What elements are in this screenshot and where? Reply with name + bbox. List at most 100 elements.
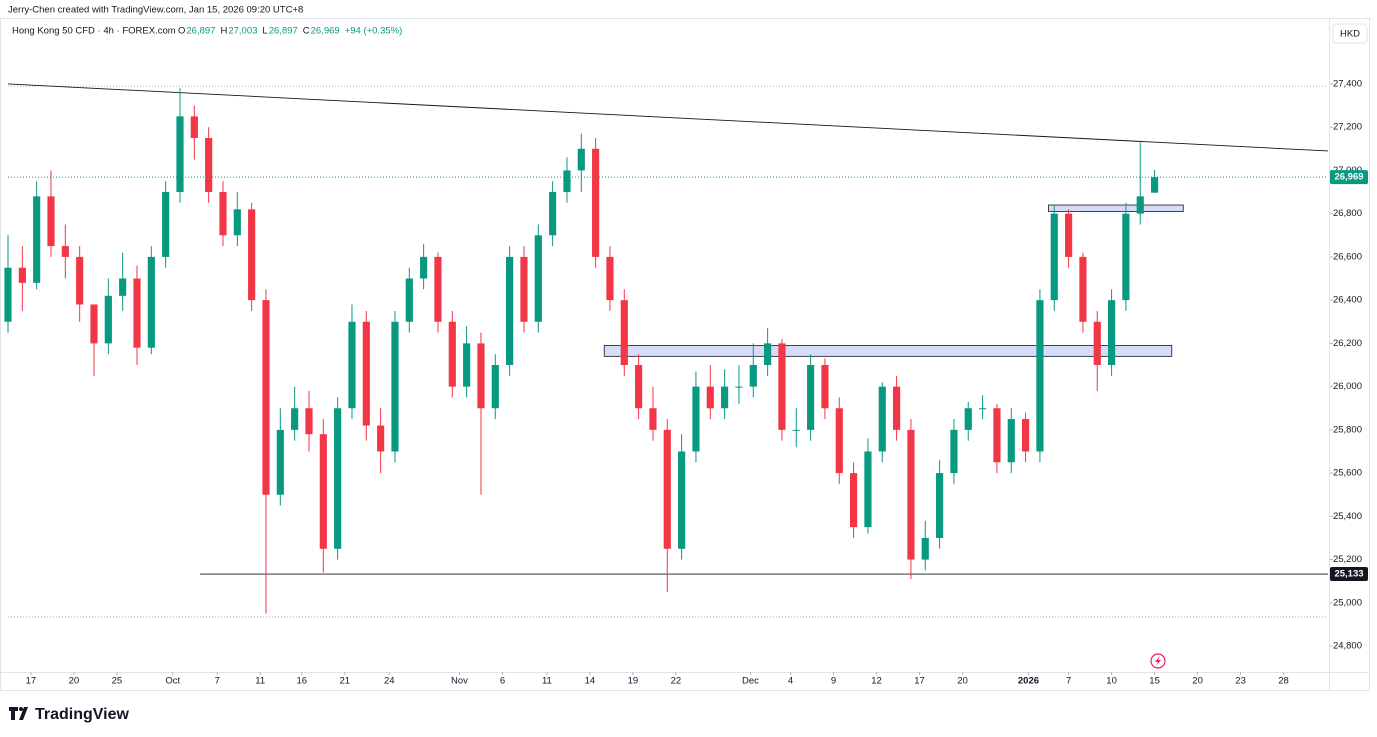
flash-bolt[interactable] [1155,656,1161,666]
x-tick-label: 28 [1278,676,1289,687]
candle-body [205,137,213,193]
x-tick-label: Oct [165,676,180,687]
x-tick-label: 17 [26,676,37,687]
x-tick-label: 2026 [1018,676,1039,687]
x-tick-label: 23 [1235,676,1246,687]
candle-body [47,196,55,247]
x-tick-label: 25 [112,676,123,687]
candle-body [936,473,944,538]
currency-button[interactable] [1332,23,1368,44]
candle-body [577,148,585,171]
support-label-box [1330,567,1368,582]
candle-body [506,256,514,365]
candle-body [735,386,743,388]
candle-body [606,256,614,301]
candle-body [1122,213,1130,301]
candle-body [147,256,155,348]
legend-key: O [178,26,185,37]
candle-body [434,256,442,322]
x-tick-label: 20 [1192,676,1203,687]
x-tick-label: 4 [788,676,793,687]
candle-body [850,473,858,528]
candle-body [1050,213,1058,301]
candle-body [362,321,370,426]
chart-frame [0,18,1370,691]
candle-body [692,386,700,452]
candle-body [61,246,69,257]
legend-key: L [262,26,267,37]
x-tick-label: 11 [542,676,552,687]
flash-circle[interactable] [1150,653,1166,669]
trend-line [7,83,1329,152]
x-tick-label: 10 [1106,676,1117,687]
flash-icon[interactable] [1150,653,1166,669]
support-label: 25,133 [1334,569,1363,580]
candle-body [133,278,141,348]
candle-body [706,386,714,409]
currency[interactable]: HKD [1340,29,1360,40]
x-tick-label: 14 [585,676,596,687]
y-tick-label: 26,800 [1333,208,1362,219]
candle-body [391,321,399,452]
y-tick-label: 25,800 [1333,424,1362,435]
candle-body [219,192,227,236]
x-tick-label: 20 [69,676,80,687]
legend-change: +94 (+0.35%) [345,26,403,37]
y-tick-label: 26,400 [1333,295,1362,306]
x-tick-label: 20 [957,676,968,687]
candle-body [291,408,299,430]
y-tick-label: 26,000 [1333,381,1362,392]
candle-body [792,429,800,431]
candle-body [348,321,356,409]
x-tick-label: Nov [451,676,468,687]
candle-body [649,408,657,430]
x-tick-label: 6 [500,676,505,687]
candle-body [334,408,342,549]
x-tick-label: 15 [1149,676,1160,687]
candle-body [678,451,686,549]
credit: Jerry-Chen created with TradingView.com,… [8,5,303,16]
candle-body [749,364,757,387]
candle-body [964,408,972,430]
candle-body [835,408,843,474]
candle-body [420,256,428,279]
candle-body [463,343,471,387]
candle-body [864,451,872,528]
candle-body [563,170,571,193]
candle-body [592,148,600,257]
brand-logo [9,707,28,720]
candle-body [1136,196,1144,214]
candle-body [4,267,12,322]
candle-body [1065,213,1073,257]
y-tick-label: 27,200 [1333,122,1362,133]
x-tick-label: 19 [628,676,639,687]
candle-body [1093,321,1101,365]
brand-logo-dot [19,707,23,711]
y-tick-label: 25,600 [1333,468,1362,479]
x-tick-label: Dec [742,676,759,687]
x-tick-label: 24 [384,676,395,687]
candle-body [33,196,41,283]
y-tick-label: 25,400 [1333,511,1362,522]
candle-body [233,209,241,236]
last-price-label: 26,969 [1334,172,1363,183]
candle-body [76,256,84,305]
candle-body [305,408,313,435]
candle-body [104,295,112,344]
candle-body [448,321,456,387]
ohlc-legend: O 26,897 H 27,003 L 26,897 C 26,969 +94 (+0.35%) [178,26,402,37]
y-tick-label: 26,200 [1333,338,1362,349]
candle-body [721,386,729,409]
candle-body [1079,256,1087,322]
brand: TradingView [9,706,130,723]
candle-body [807,364,815,430]
candle-body [190,116,198,138]
candle-body [1036,300,1044,452]
x-tick-label: 7 [1066,676,1071,687]
legend-value: 26,897 [186,26,215,37]
y-tick-label: 24,800 [1333,641,1362,652]
candle-body [119,278,127,296]
candle-body [319,434,327,549]
